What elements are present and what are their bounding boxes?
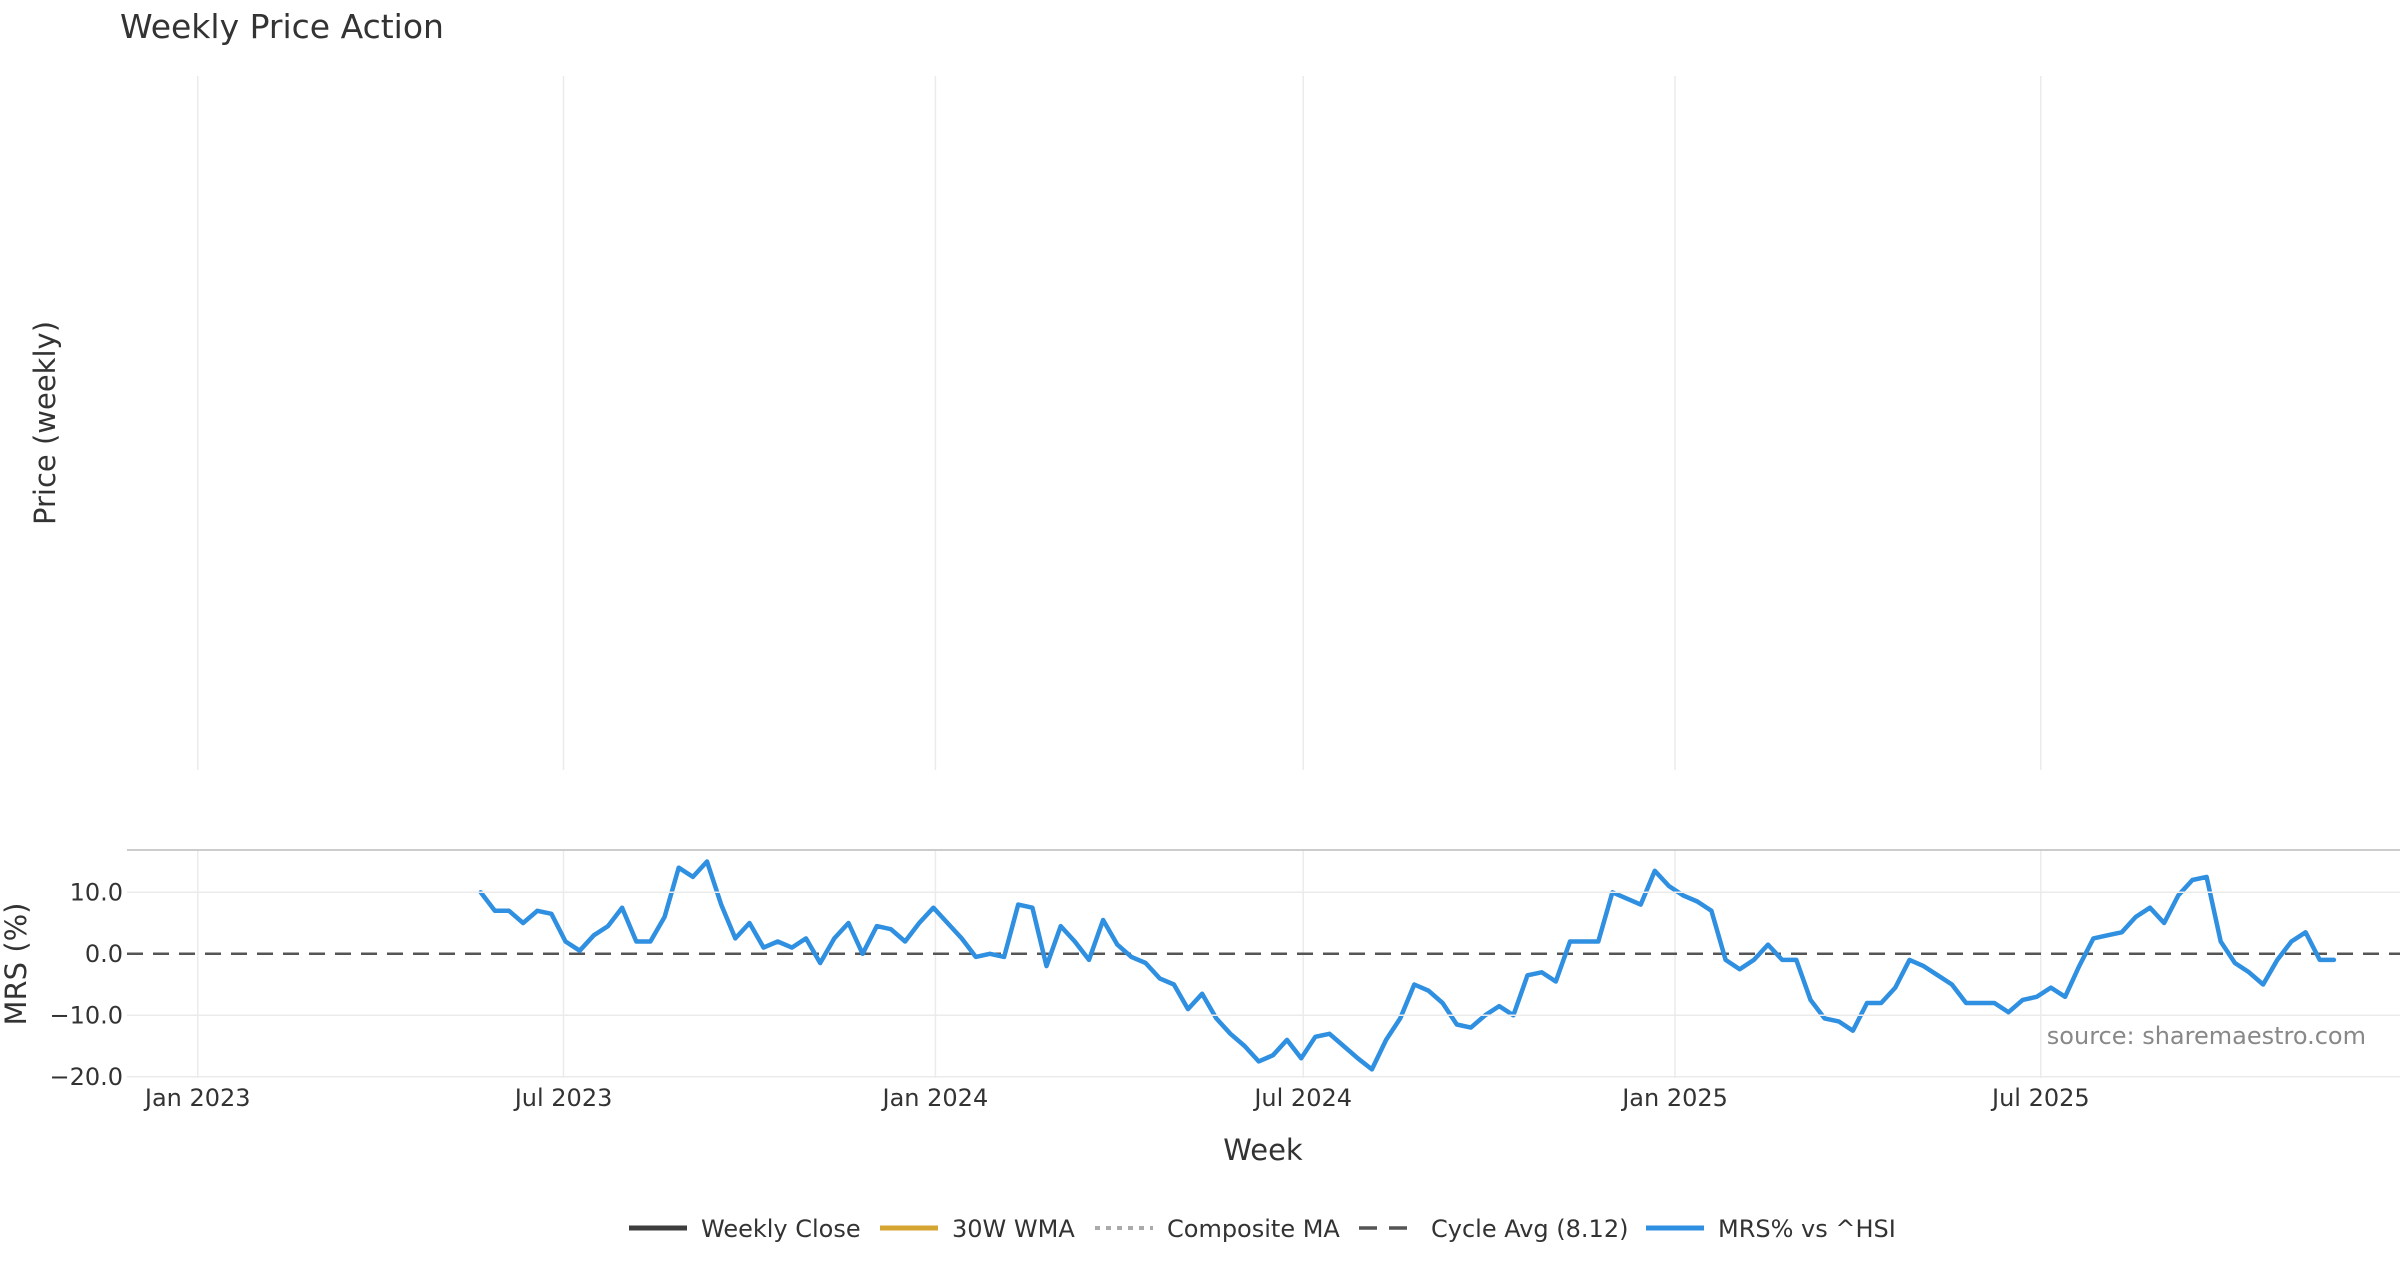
series-mrs-vs-hsi <box>478 859 2337 1072</box>
legend-label-3: Cycle Avg (8.12) <box>1431 1215 1628 1243</box>
price-axis-label: Price (weekly) <box>28 321 62 525</box>
xtick-label-3: Jul 2024 <box>1252 1084 1352 1112</box>
xtick-label-2: Jan 2024 <box>881 1084 989 1112</box>
source-annotation: source: sharemaestro.com <box>2047 1022 2366 1050</box>
xtick-label-0: Jan 2023 <box>143 1084 251 1112</box>
xtick-label-4: Jan 2025 <box>1620 1084 1728 1112</box>
legend-label-0: Weekly Close <box>701 1215 861 1243</box>
mrs-ytick-label-3: −20.0 <box>49 1063 123 1091</box>
legend-label-1: 30W WMA <box>952 1215 1075 1243</box>
mrs-axis-label: MRS (%) <box>0 903 33 1026</box>
mrs-ytick-label-2: −10.0 <box>49 1001 123 1029</box>
mrs-ytick-label-0: 10.0 <box>70 878 123 906</box>
legend-label-4: MRS% vs ^HSI <box>1718 1215 1896 1243</box>
mrs-plot-area <box>127 859 2400 1072</box>
legend-label-2: Composite MA <box>1167 1215 1340 1243</box>
xtick-label-5: Jul 2025 <box>1990 1084 2090 1112</box>
xtick-label-1: Jul 2023 <box>513 1084 613 1112</box>
mrs-ytick-label-1: 0.0 <box>85 940 123 968</box>
chart-title: Weekly Price Action <box>120 7 444 46</box>
x-axis-label: Week <box>1223 1133 1303 1167</box>
